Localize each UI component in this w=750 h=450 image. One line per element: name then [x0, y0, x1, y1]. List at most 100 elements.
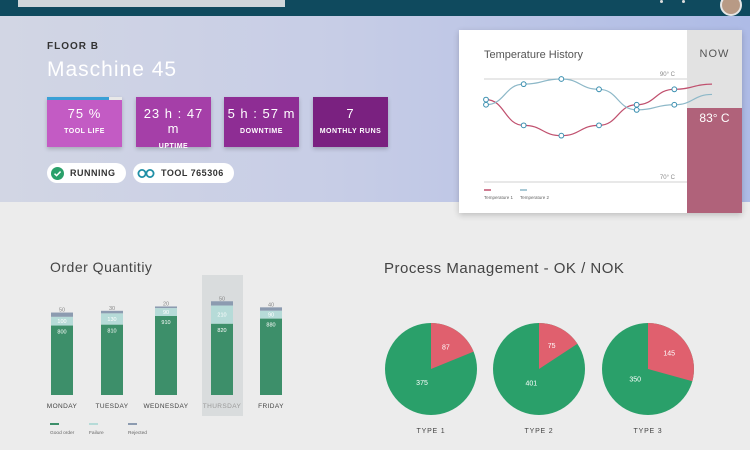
- tool-life-card[interactable]: 75 % TOOL LIFE: [47, 97, 122, 147]
- nok-value-label: 145: [663, 350, 675, 357]
- floor-label: FLOOR B: [47, 41, 99, 52]
- downtime-value: 5 h : 57 m: [227, 106, 296, 121]
- rejected-bar: [51, 312, 73, 317]
- failure-bar: [101, 313, 123, 325]
- top-navigation-bar: [0, 0, 750, 16]
- order-legend-label: Good order: [50, 430, 75, 436]
- downtime-label: DOWNTIME: [240, 128, 283, 135]
- now-temperature-value: 83° C: [699, 111, 730, 125]
- tool-id-chip[interactable]: TOOL 765306: [133, 163, 234, 183]
- failure-value-label: 100: [57, 319, 66, 325]
- tool-life-label: TOOL LIFE: [64, 128, 105, 135]
- rejected-bar: [101, 310, 123, 314]
- good-order-value-label: 810: [107, 329, 116, 335]
- failure-bar: [155, 308, 177, 317]
- monthly-runs-label: MONTHLY RUNS: [319, 128, 382, 135]
- day-label: THURSDAY: [203, 403, 242, 410]
- user-avatar[interactable]: [720, 0, 742, 16]
- top-tab-strip[interactable]: [18, 0, 285, 7]
- good-order-value-label: 800: [57, 330, 66, 336]
- rejected-value-label: 50: [219, 296, 225, 302]
- failure-value-label: 210: [217, 313, 226, 319]
- nok-value-label: 75: [548, 343, 556, 350]
- nok-slice: [648, 323, 694, 382]
- downtime-card[interactable]: 5 h : 57 m DOWNTIME: [224, 97, 299, 147]
- nok-value-label: 87: [442, 344, 450, 351]
- ok-value-label: 375: [416, 380, 428, 387]
- failure-bar: [211, 305, 233, 324]
- monthly-runs-value: 7: [346, 106, 355, 121]
- good-order-value-label: 880: [266, 323, 275, 329]
- rejected-value-label: 40: [268, 302, 274, 308]
- ok-value-label: 350: [629, 376, 641, 383]
- day-label: MONDAY: [47, 403, 78, 410]
- pie-type-label: TYPE 2: [525, 428, 554, 435]
- failure-value-label: 90: [163, 310, 169, 316]
- good-order-bar: [51, 325, 73, 395]
- temperature-1-point: [520, 122, 527, 129]
- failure-bar: [51, 316, 73, 326]
- now-label: NOW: [699, 48, 730, 60]
- rejected-bar: [155, 306, 177, 309]
- temperature-2-point: [596, 86, 602, 93]
- order-legend-label: Failure: [89, 430, 104, 436]
- day-label: TUESDAY: [95, 403, 128, 410]
- link-icon: [137, 168, 155, 178]
- order-bar-chart: 50 100 800 MONDAY 30 130 810 TUESDAY 20 90 910 WEDN…: [47, 275, 284, 436]
- process-management-title: Process Management - OK / NOK: [384, 260, 625, 277]
- tool-id-label: TOOL 765306: [161, 168, 224, 178]
- temperature-2-point: [520, 81, 527, 88]
- rejected-bar: [260, 307, 282, 311]
- temperature-legend-label-2: Temperature 2: [520, 195, 550, 200]
- uptime-card[interactable]: 23 h : 47 m UPTIME: [136, 97, 211, 150]
- rejected-bar: [211, 301, 233, 306]
- uptime-label: UPTIME: [158, 143, 189, 150]
- gridline-90-label: 90° C: [660, 72, 676, 78]
- failure-value-label: 130: [107, 317, 116, 323]
- tool-life-progress-track: [108, 97, 122, 100]
- temperature-2-point: [483, 101, 489, 108]
- good-order-value-label: 910: [161, 320, 170, 326]
- temperature-2-point: [633, 107, 640, 113]
- good-order-value-label: 820: [217, 328, 226, 334]
- monthly-runs-card[interactable]: 7 MONTHLY RUNS: [313, 97, 388, 147]
- nok-slice: [539, 323, 578, 369]
- day-label: WEDNESDAY: [143, 403, 188, 410]
- order-legend-label: Rejected: [128, 430, 147, 436]
- pie-type-label: TYPE 1: [417, 428, 446, 435]
- good-order-bar: [101, 324, 123, 395]
- tool-life-value: 75 %: [67, 106, 102, 121]
- order-legend-swatch: [128, 423, 137, 425]
- temperature-history-card: Temperature History NOW 83° C 90° C 70° C…: [459, 30, 742, 213]
- notification-icon[interactable]: [660, 0, 663, 3]
- gridline-70-label: 70° C: [660, 175, 676, 181]
- temperature-legend-label-1: Temperature 1: [484, 195, 514, 200]
- uptime-value: 23 h : 47 m: [143, 106, 204, 136]
- rejected-value-label: 30: [109, 306, 115, 312]
- good-order-bar: [260, 318, 282, 395]
- day-label: FRIDAY: [258, 403, 284, 410]
- tool-life-progress-bar: [47, 97, 109, 100]
- running-status-label: RUNNING: [70, 168, 116, 178]
- rejected-value-label: 50: [59, 308, 65, 314]
- order-quantity-title: Order Quantitiy: [50, 259, 153, 275]
- now-level-bar: [687, 108, 742, 213]
- temperature-1-point: [596, 122, 602, 129]
- good-order-bar: [211, 323, 233, 395]
- running-status-chip[interactable]: RUNNING: [47, 163, 126, 183]
- good-order-bar: [155, 316, 177, 395]
- failure-value-label: 90: [268, 313, 274, 319]
- menu-icon[interactable]: [682, 0, 685, 3]
- temperature-history-title: Temperature History: [484, 49, 584, 61]
- temperature-2-point: [671, 101, 678, 108]
- ok-value-label: 401: [526, 381, 538, 388]
- pie-type-label: TYPE 3: [634, 428, 663, 435]
- order-legend-swatch: [50, 423, 59, 425]
- machine-title: Maschine 45: [47, 58, 178, 81]
- now-panel: NOW 83° C: [687, 30, 742, 213]
- temperature-line-chart: 90° C 70° C Temperature 1 Temperature 2: [483, 72, 713, 200]
- temperature-1-point: [558, 132, 565, 139]
- temperature-1-point: [671, 86, 678, 93]
- temperature-2-point: [558, 76, 565, 82]
